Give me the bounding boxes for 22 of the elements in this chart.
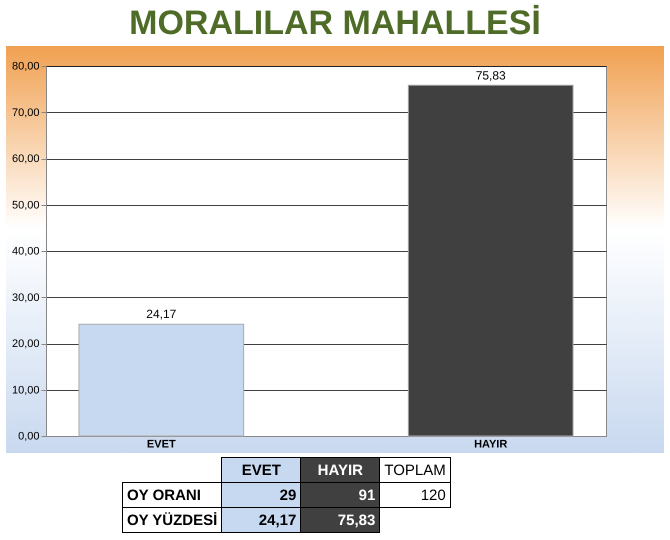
text: 75,83 <box>476 68 506 82</box>
text: TOPLAM <box>380 458 450 482</box>
text: 120 <box>380 482 450 508</box>
text: 24,17 <box>146 307 176 322</box>
y-tick-label: 0,00 <box>18 430 40 442</box>
y-tick-label: 80,00 <box>12 60 40 72</box>
y-tick-label: 40,00 <box>12 246 40 258</box>
y-tick-label: 60,00 <box>12 153 40 165</box>
y-tick-label: 70,00 <box>12 106 40 119</box>
y-tick-label: 50,00 <box>12 199 40 212</box>
category-label: EVET <box>242 462 281 478</box>
text: 91 <box>300 482 380 508</box>
y-tick-label: 30,00 <box>12 292 40 304</box>
text: OY YÜZDESİ <box>122 508 222 532</box>
y-tick-label: 20,00 <box>12 338 40 350</box>
chart-title: MORALILAR MAHALLESİ <box>128 3 542 44</box>
data-label: 24,17 <box>222 508 301 532</box>
y-tick-label: 10,00 <box>12 384 40 396</box>
text: 29 <box>222 482 301 508</box>
text: OY ORANI <box>122 482 222 508</box>
data-label: 75,83 <box>300 508 380 532</box>
category-label: HAYIR <box>318 462 363 478</box>
